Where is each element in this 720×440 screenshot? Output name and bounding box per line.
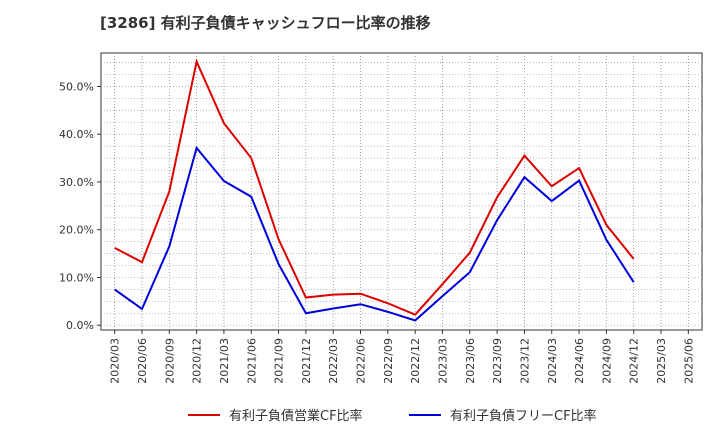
y-tick-label: 0.0% bbox=[66, 319, 94, 332]
x-tick-label: 2023/09 bbox=[491, 338, 504, 384]
x-tick-label: 2020/12 bbox=[191, 338, 204, 384]
series-line-1 bbox=[114, 58, 635, 316]
grid-lines bbox=[101, 53, 702, 330]
y-tick-label: 30.0% bbox=[59, 176, 94, 189]
x-tick-label: 2025/06 bbox=[682, 338, 695, 384]
chart-title: [3286] 有利子負債キャッシュフロー比率の推移 bbox=[100, 14, 431, 32]
x-tick-label: 2024/09 bbox=[600, 338, 613, 384]
x-tick-label: 2021/12 bbox=[300, 338, 313, 384]
y-tick-label: 20.0% bbox=[59, 224, 94, 237]
plot-area bbox=[100, 52, 703, 331]
y-tick-label: 40.0% bbox=[59, 128, 94, 141]
series-lines bbox=[114, 58, 635, 322]
x-tick-label: 2021/09 bbox=[273, 338, 286, 384]
x-tick-label: 2021/03 bbox=[218, 338, 231, 384]
x-tick-label: 2024/12 bbox=[628, 338, 641, 384]
x-tick-label: 2022/03 bbox=[327, 338, 340, 384]
legend-label-1: 有利子負債営業CF比率 bbox=[229, 408, 363, 424]
x-tick-label: 2025/03 bbox=[655, 338, 668, 384]
x-tick-label: 2023/06 bbox=[464, 338, 477, 384]
y-axis-ticks: 0.0% 10.0% 20.0% 30.0% 40.0% 50.0% bbox=[59, 80, 101, 332]
x-tick-label: 2020/06 bbox=[136, 338, 149, 384]
x-axis-ticks: 2020/03 2020/06 2020/09 2020/12 2021/03 2021/… bbox=[109, 330, 695, 384]
legend: 有利子負債営業CF比率 有利子負債フリーCF比率 bbox=[188, 408, 597, 424]
y-tick-label: 50.0% bbox=[59, 80, 94, 93]
x-tick-label: 2023/12 bbox=[518, 338, 531, 384]
x-tick-label: 2022/09 bbox=[382, 338, 395, 384]
x-tick-label: 2020/09 bbox=[163, 338, 176, 384]
x-tick-label: 2022/06 bbox=[355, 338, 368, 384]
x-tick-label: 2024/06 bbox=[573, 338, 586, 384]
x-tick-label: 2021/06 bbox=[245, 338, 258, 384]
series-line-2 bbox=[114, 145, 635, 322]
x-tick-label: 2020/03 bbox=[109, 338, 122, 384]
legend-label-2: 有利子負債フリーCF比率 bbox=[450, 408, 597, 424]
y-tick-label: 10.0% bbox=[59, 271, 94, 284]
x-tick-label: 2023/03 bbox=[436, 338, 449, 384]
x-tick-label: 2022/12 bbox=[409, 338, 422, 384]
x-tick-label: 2024/03 bbox=[546, 338, 559, 384]
